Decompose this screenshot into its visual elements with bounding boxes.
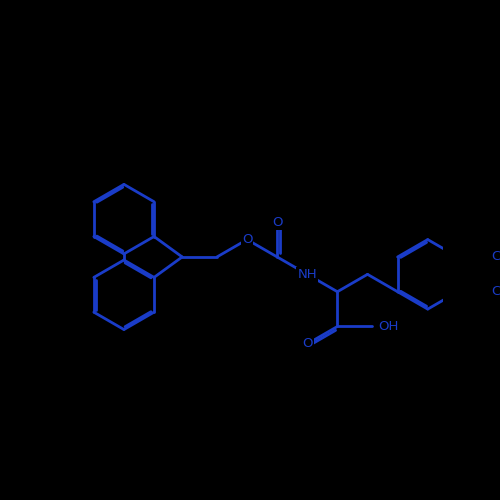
Text: O: O <box>272 216 282 228</box>
Text: NH: NH <box>298 268 317 281</box>
Text: Cl: Cl <box>492 250 500 264</box>
Text: O: O <box>302 338 312 350</box>
Text: Cl: Cl <box>492 285 500 298</box>
Text: OH: OH <box>378 320 399 333</box>
Text: O: O <box>242 233 252 246</box>
